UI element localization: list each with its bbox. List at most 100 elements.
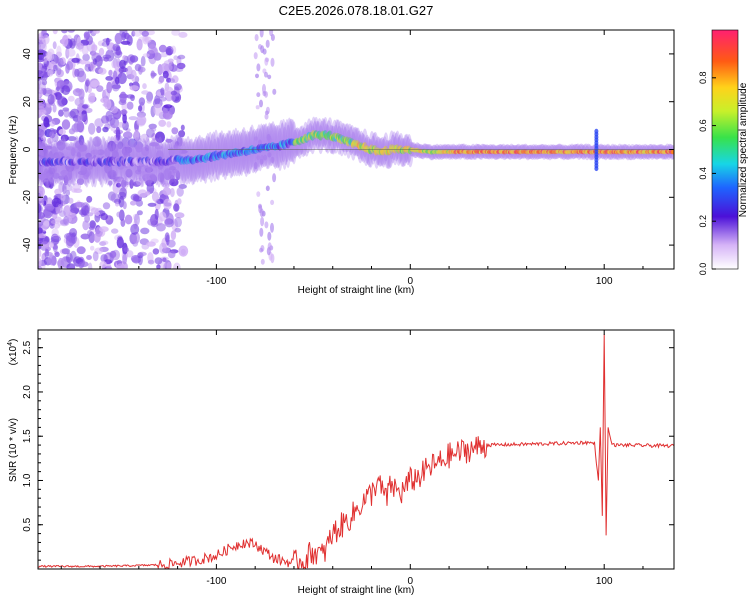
noise-blob <box>256 191 261 197</box>
noise-blob <box>99 226 109 233</box>
noise-blob <box>48 167 56 175</box>
noise-blob <box>49 120 56 127</box>
noise-blob <box>129 85 139 91</box>
noise-blob <box>54 188 62 195</box>
noise-blob <box>259 30 264 38</box>
noise-blob <box>256 155 261 161</box>
noise-blob <box>145 144 150 152</box>
noise-blob <box>160 87 165 96</box>
noise-blob <box>151 191 160 202</box>
noise-blob <box>67 95 75 102</box>
snr-ytick-label: 1.5 <box>22 429 33 443</box>
noise-blob <box>73 120 84 132</box>
noise-blob <box>132 194 139 202</box>
noise-blob <box>176 136 183 147</box>
noise-blob <box>150 127 157 132</box>
noise-blob <box>92 136 102 147</box>
noise-blob <box>272 173 277 183</box>
noise-blob <box>158 75 165 83</box>
noise-blob <box>162 111 173 120</box>
noise-blob <box>163 63 173 72</box>
noise-blob <box>63 256 72 262</box>
noise-blob <box>170 187 175 198</box>
noise-blob <box>163 104 173 109</box>
noise-blob <box>133 129 140 141</box>
noise-blob <box>137 189 148 198</box>
noise-blob <box>265 57 270 63</box>
noise-blob <box>180 248 186 256</box>
noise-blob <box>80 233 90 240</box>
noise-blob <box>67 136 77 142</box>
noise-blob <box>47 94 55 105</box>
spectrogram-xtick-label: -100 <box>206 276 226 287</box>
noise-blob <box>92 58 97 65</box>
noise-blob <box>260 216 265 227</box>
noise-blob <box>166 121 172 128</box>
snr-ytick-label: 0.5 <box>22 517 33 531</box>
noise-blob <box>111 228 119 234</box>
noise-blob <box>57 204 63 214</box>
noise-blob <box>111 84 121 90</box>
noise-blob <box>65 189 71 196</box>
noise-blob <box>56 67 62 76</box>
colorbar-tick-label: 0.2 <box>698 215 708 228</box>
noise-blob <box>130 69 137 82</box>
noise-blob <box>66 61 74 71</box>
noise-blob <box>270 57 275 67</box>
noise-blob <box>65 63 70 74</box>
noise-blob <box>125 168 133 178</box>
noise-blob <box>254 34 259 42</box>
noise-blob <box>101 41 110 47</box>
noise-blob <box>140 55 146 67</box>
noise-blob <box>178 130 186 138</box>
noise-blob <box>170 230 177 241</box>
noise-blob <box>45 145 53 150</box>
noise-blob <box>60 193 66 202</box>
noise-blob <box>84 81 89 93</box>
noise-blob <box>122 253 127 265</box>
snr-series-line <box>38 334 674 569</box>
noise-blob <box>115 46 122 56</box>
noise-blob <box>44 203 54 212</box>
noise-blob <box>43 116 50 128</box>
noise-blob <box>124 214 133 225</box>
noise-blob <box>38 103 45 108</box>
noise-blob <box>49 242 54 248</box>
noise-blob <box>94 211 100 217</box>
noise-blob <box>116 182 121 188</box>
noise-blob <box>259 227 264 237</box>
noise-blob <box>98 47 105 56</box>
noise-blob <box>167 250 176 259</box>
snr-xtick-label: 100 <box>596 576 613 587</box>
noise-blob <box>117 235 123 241</box>
noise-blob <box>267 74 272 80</box>
noise-blob <box>148 44 157 54</box>
noise-blob <box>48 52 55 61</box>
noise-blob <box>142 53 150 58</box>
noise-blob <box>74 68 80 77</box>
snr-panel: -100 0 100 0.5 1.0 1.5 2.0 2.5 Height of straig… <box>7 329 675 596</box>
ridge-core <box>670 149 674 155</box>
noise-blob <box>259 208 264 218</box>
noise-blob <box>164 232 170 243</box>
noise-blob <box>125 250 134 258</box>
noise-blob <box>63 215 69 226</box>
noise-blob <box>117 141 124 150</box>
noise-blob <box>179 137 186 147</box>
noise-blob <box>126 94 135 99</box>
noise-blob <box>105 37 110 46</box>
noise-blob <box>83 31 90 39</box>
noise-blob <box>79 113 88 122</box>
noise-blob <box>43 251 53 256</box>
noise-blob <box>102 102 111 108</box>
noise-blob <box>146 241 156 247</box>
noise-blob <box>95 55 103 68</box>
noise-blob <box>152 248 160 255</box>
noise-blob <box>169 178 179 187</box>
noise-blob <box>167 58 174 63</box>
snr-xtick-label: -100 <box>206 576 226 587</box>
noise-blob <box>122 201 127 210</box>
noise-blob <box>40 174 46 180</box>
noise-blob <box>77 144 88 152</box>
